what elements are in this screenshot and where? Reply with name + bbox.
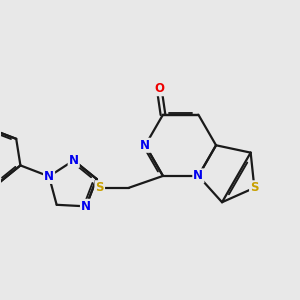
Text: N: N (44, 170, 54, 183)
Text: O: O (154, 82, 164, 95)
Text: N: N (81, 200, 91, 213)
Text: N: N (194, 169, 203, 182)
Text: S: S (95, 181, 104, 194)
Text: N: N (69, 154, 79, 167)
Text: N: N (140, 139, 150, 152)
Text: S: S (250, 181, 259, 194)
